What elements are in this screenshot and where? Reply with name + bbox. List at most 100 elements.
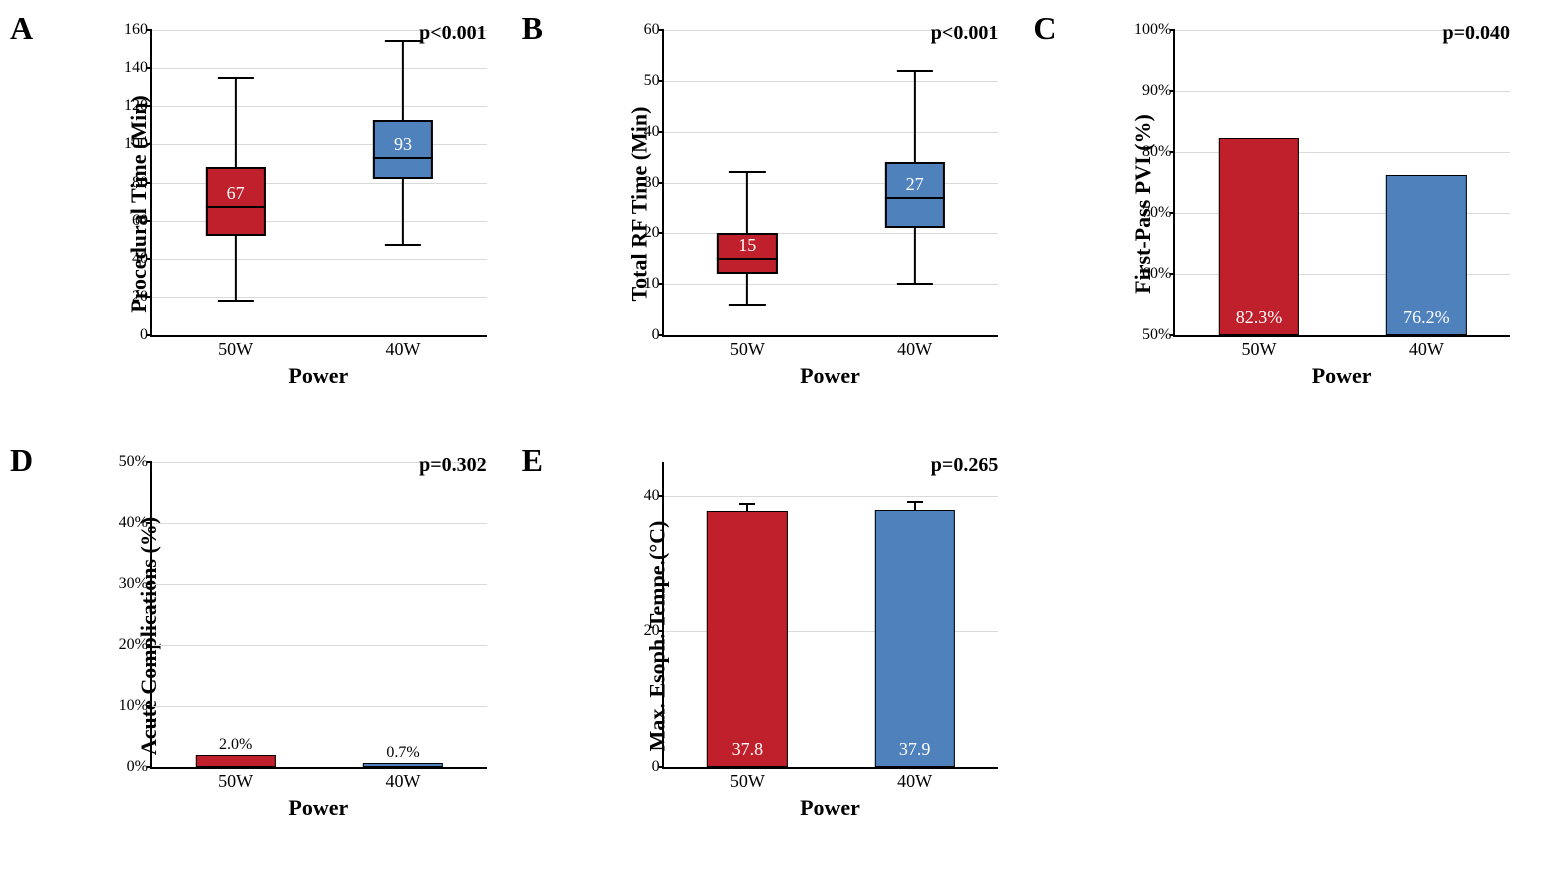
gridline <box>152 221 487 222</box>
bar: 37.8 <box>707 511 787 767</box>
ytick-mark <box>1170 334 1175 336</box>
ytick-mark <box>659 29 664 31</box>
ytick-mark <box>147 143 152 145</box>
xtick-label: 50W <box>218 767 253 792</box>
boxplot: 93 <box>373 30 433 335</box>
box-median-label: 27 <box>906 174 924 195</box>
plot-box-C: p=0.040 First-Pass PVI (%) Power 50%60%7… <box>1113 30 1530 377</box>
plot-box-B: p<0.001 Total RF Time (Min) Power 010203… <box>602 30 1019 377</box>
ytick-mark <box>659 131 664 133</box>
gridline <box>664 496 999 497</box>
ytick-mark <box>1170 151 1175 153</box>
ytick-mark <box>147 105 152 107</box>
panel-letter: E <box>522 442 543 479</box>
ytick-mark <box>147 67 152 69</box>
bar: 76.2% <box>1386 175 1466 335</box>
ytick-mark <box>147 461 152 463</box>
plot-area-E: 0204050W40W37.837.9 <box>662 462 999 769</box>
panel-E: E p=0.265 Max. Esoph. Tempe.(°C) Power 0… <box>522 442 1029 869</box>
xlabel-D: Power <box>150 795 487 821</box>
ytick-mark <box>1170 212 1175 214</box>
plot-area-D: 0%10%20%30%40%50%50W40W2.0%0.7% <box>150 462 487 769</box>
error-bar <box>914 502 916 510</box>
ytick-mark <box>147 583 152 585</box>
ytick-mark <box>659 80 664 82</box>
ytick-mark <box>147 296 152 298</box>
xtick-label: 50W <box>218 335 253 360</box>
plot-box-D: p=0.302 Acute Complications (%) Power 0%… <box>90 462 507 809</box>
bar: 0.7% <box>363 763 443 767</box>
gridline <box>664 132 999 133</box>
gridline <box>152 645 487 646</box>
gridline <box>152 584 487 585</box>
boxplot: 27 <box>885 30 945 335</box>
ytick-mark <box>659 630 664 632</box>
xlabel-C: Power <box>1173 363 1510 389</box>
xlabel-E: Power <box>662 795 999 821</box>
panel-B: B p<0.001 Total RF Time (Min) Power 0102… <box>522 10 1029 437</box>
error-bar <box>746 504 748 511</box>
plot-area-C: 50%60%70%80%90%100%50W40W82.3%76.2% <box>1173 30 1510 337</box>
xtick-label: 40W <box>385 767 420 792</box>
bar-label: 82.3% <box>1236 307 1283 328</box>
gridline <box>664 81 999 82</box>
xtick-label: 40W <box>897 335 932 360</box>
ytick-mark <box>1170 29 1175 31</box>
plot-area-B: 010203040506050W40W1527 <box>662 30 999 337</box>
gridline <box>1175 91 1510 92</box>
panel-letter: D <box>10 442 33 479</box>
xtick-label: 40W <box>897 767 932 792</box>
gridline <box>152 523 487 524</box>
xtick-label: 40W <box>385 335 420 360</box>
gridline <box>152 297 487 298</box>
gridline <box>664 183 999 184</box>
bar-label: 0.7% <box>386 744 419 764</box>
gridline <box>152 68 487 69</box>
error-cap <box>739 503 755 505</box>
boxplot: 15 <box>717 30 777 335</box>
ytick-mark <box>147 220 152 222</box>
ytick-mark <box>147 766 152 768</box>
xtick-label: 50W <box>730 767 765 792</box>
bar-label: 37.9 <box>899 739 931 760</box>
ytick-mark <box>147 334 152 336</box>
panel-D: D p=0.302 Acute Complications (%) Power … <box>10 442 517 869</box>
ytick-mark <box>659 283 664 285</box>
gridline <box>152 106 487 107</box>
gridline <box>152 259 487 260</box>
panel-A: A p<0.001 Procedural Time (Min) Power 02… <box>10 10 517 437</box>
gridline <box>152 144 487 145</box>
bar: 37.9 <box>875 510 955 767</box>
boxplot: 67 <box>206 30 266 335</box>
xtick-label: 50W <box>1241 335 1276 360</box>
bar: 2.0% <box>196 755 276 767</box>
ytick-mark <box>659 334 664 336</box>
ytick-mark <box>147 258 152 260</box>
pvalue-B: p<0.001 <box>931 22 999 45</box>
panel-C: C p=0.040 First-Pass PVI (%) Power 50%60… <box>1033 10 1540 437</box>
ytick-mark <box>147 522 152 524</box>
plot-area-A: 02040608010012014016050W40W6793 <box>150 30 487 337</box>
gridline <box>152 183 487 184</box>
pvalue-D: p=0.302 <box>419 454 487 477</box>
ytick-mark <box>1170 90 1175 92</box>
panel-letter: C <box>1033 10 1056 47</box>
box-median-label: 67 <box>227 183 245 204</box>
bar-label: 76.2% <box>1403 307 1450 328</box>
xtick-label: 50W <box>730 335 765 360</box>
error-cap <box>907 501 923 503</box>
ytick-mark <box>147 29 152 31</box>
box-median-label: 15 <box>738 235 756 256</box>
plot-box-A: p<0.001 Procedural Time (Min) Power 0204… <box>90 30 507 377</box>
gridline <box>664 233 999 234</box>
xtick-label: 40W <box>1409 335 1444 360</box>
gridline <box>152 706 487 707</box>
panel-empty <box>1033 442 1540 869</box>
ytick-mark <box>147 644 152 646</box>
ytick-mark <box>659 232 664 234</box>
pvalue-A: p<0.001 <box>419 22 487 45</box>
ytick-mark <box>147 705 152 707</box>
box-median-label: 93 <box>394 134 412 155</box>
bar-label: 2.0% <box>219 736 252 756</box>
ytick-label: 100% <box>1134 21 1175 39</box>
